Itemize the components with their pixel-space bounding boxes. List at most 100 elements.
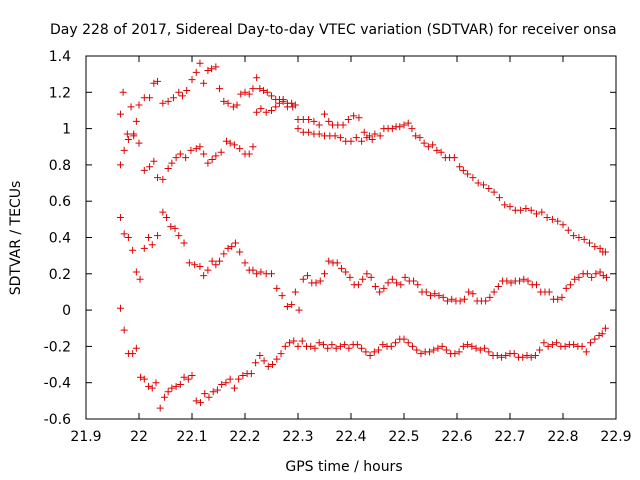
data-point: [495, 194, 503, 202]
data-point: [184, 375, 192, 383]
data-point: [315, 121, 323, 129]
data-point: [354, 281, 362, 289]
data-point: [371, 283, 379, 291]
y-tick-label: 1.2: [49, 85, 71, 101]
data-point: [450, 154, 458, 162]
data-point: [410, 277, 418, 285]
y-tick-label: -0.2: [44, 339, 71, 355]
data-point: [295, 306, 303, 314]
data-point: [218, 381, 226, 389]
chart-title: Day 228 of 2017, Sidereal Day-to-day VTE…: [50, 22, 617, 38]
data-point: [185, 259, 193, 267]
data-point: [208, 65, 216, 73]
data-point: [291, 101, 299, 109]
data-point: [283, 103, 291, 111]
data-point: [268, 92, 275, 100]
data-point: [205, 393, 213, 401]
data-point: [448, 295, 456, 303]
data-point: [384, 279, 392, 287]
data-point: [168, 384, 176, 392]
data-point: [376, 132, 384, 140]
data-point: [522, 204, 530, 212]
data-point: [291, 288, 299, 296]
data-point: [380, 284, 388, 292]
data-point: [145, 382, 153, 390]
data-point: [548, 215, 556, 223]
data-point: [591, 335, 599, 343]
data-point: [196, 143, 204, 151]
data-point: [427, 292, 434, 300]
data-point: [257, 268, 265, 276]
data-point: [333, 259, 341, 267]
data-point: [304, 272, 312, 280]
data-point: [328, 341, 336, 349]
data-point: [135, 139, 143, 147]
data-point: [437, 148, 445, 156]
data-point: [310, 117, 318, 125]
data-point: [152, 379, 160, 387]
data-point: [196, 59, 204, 67]
data-point: [268, 106, 275, 114]
data-point: [469, 290, 477, 298]
data-point: [245, 90, 253, 98]
data-point: [132, 344, 140, 352]
data-point: [154, 232, 162, 240]
data-point: [119, 88, 127, 96]
data-point: [434, 344, 442, 352]
data-points: [116, 59, 610, 412]
data-point: [145, 234, 153, 241]
data-point: [422, 288, 430, 296]
data-point: [148, 384, 156, 392]
data-point: [208, 257, 216, 265]
data-point: [359, 275, 367, 283]
data-point: [485, 184, 493, 192]
data-point: [164, 97, 172, 105]
data-point: [253, 270, 261, 278]
data-point: [596, 268, 604, 276]
data-point: [566, 281, 574, 289]
data-point: [154, 174, 162, 182]
data-point: [123, 130, 131, 138]
data-point: [342, 268, 350, 276]
data-point: [416, 134, 424, 142]
data-point: [510, 350, 518, 358]
data-point: [299, 275, 307, 283]
data-point: [433, 146, 441, 154]
data-point: [294, 342, 302, 350]
data-point: [598, 330, 606, 338]
data-point: [172, 382, 180, 390]
data-point: [553, 339, 561, 347]
data-point: [180, 373, 188, 381]
data-point: [263, 88, 271, 96]
data-point: [213, 386, 221, 394]
data-point: [358, 344, 366, 352]
data-point: [200, 272, 208, 280]
data-point: [523, 351, 531, 359]
data-point: [146, 94, 154, 102]
data-point: [278, 292, 286, 300]
x-tick-label: 22.2: [229, 429, 260, 445]
data-point: [431, 290, 439, 298]
data-point: [249, 266, 257, 274]
data-point: [570, 232, 578, 240]
data-point: [559, 221, 567, 229]
data-point: [204, 67, 212, 75]
data-point: [220, 250, 228, 258]
data-point: [400, 121, 408, 129]
data-point: [554, 295, 562, 303]
data-point: [127, 103, 135, 111]
data-point: [209, 388, 217, 396]
data-point: [253, 108, 261, 116]
plot-border: [85, 55, 617, 420]
data-point: [204, 159, 212, 167]
data-point: [321, 270, 328, 278]
data-point: [249, 143, 257, 151]
data-point: [586, 239, 593, 247]
data-point: [224, 99, 232, 107]
data-point: [167, 223, 175, 231]
data-point: [253, 74, 261, 82]
y-axis-label: SDTVAR / TECUs: [8, 181, 24, 296]
data-point: [116, 161, 124, 169]
data-point: [363, 270, 371, 278]
data-point: [595, 332, 603, 340]
